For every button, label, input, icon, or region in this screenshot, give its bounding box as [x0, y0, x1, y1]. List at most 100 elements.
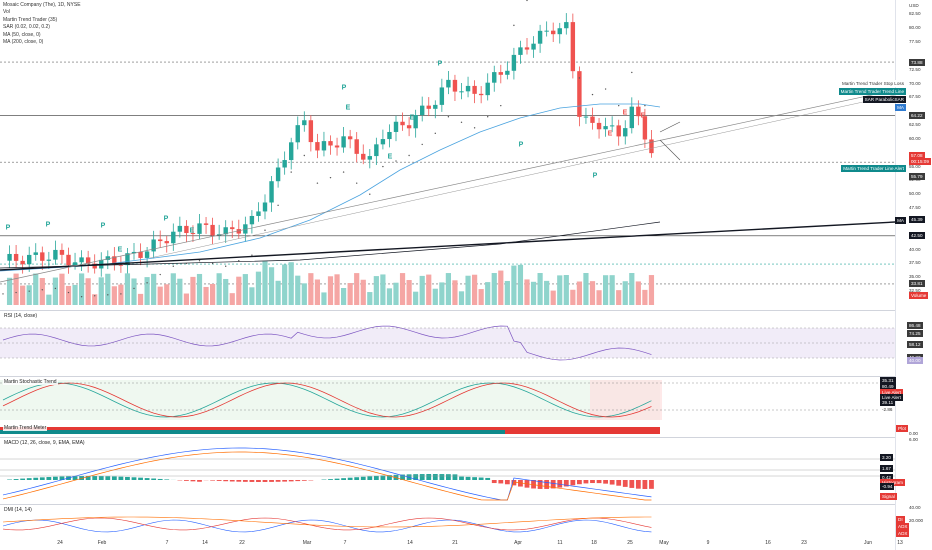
price-badge[interactable]: Volume — [909, 291, 929, 299]
volume-bar — [504, 280, 510, 305]
price-badge[interactable]: 55.79 — [909, 173, 925, 181]
macd-histogram-bar — [413, 474, 419, 480]
stoch-badge[interactable]: Live Alert — [880, 393, 903, 401]
legend-martin-trend-trader[interactable]: Martin Trend Trader (35) — [3, 16, 58, 23]
stochastic-pane-label[interactable]: Martin Stochastic Trend — [3, 379, 58, 385]
time-axis-label: Feb — [97, 540, 107, 546]
price-badge[interactable]: 57.08 — [909, 151, 925, 159]
dmi-pane-label[interactable]: DMI (14, 14) — [3, 507, 33, 513]
macd-histogram-bar — [446, 474, 451, 480]
macd-histogram-bar — [301, 480, 307, 481]
overlay-tag[interactable]: Martin Trend Trader Line Alert — [841, 165, 906, 173]
rsi-badge[interactable]: 58.12 — [907, 341, 923, 349]
price-badge[interactable]: 45.39 — [909, 216, 925, 224]
rsi-pane-label[interactable]: RSI (14, close) — [3, 313, 39, 319]
volume-bar — [563, 275, 569, 305]
volume-bar — [583, 273, 589, 305]
price-badge[interactable]: 00:15:09 — [909, 158, 931, 166]
candle-body — [131, 251, 137, 254]
price-badge[interactable]: 64.22 — [909, 112, 925, 120]
sar-dot — [211, 262, 214, 265]
stoch-badge[interactable]: 39.11 — [880, 399, 896, 407]
trend-meter-pane-label[interactable]: Martin Trend Meter — [3, 425, 48, 431]
macd-histogram-bar — [419, 474, 425, 480]
candle-body — [210, 224, 215, 236]
macd-histogram-bar — [131, 477, 137, 480]
volume-bar — [301, 283, 307, 305]
stoch-badge[interactable]: -2.86 — [880, 405, 895, 413]
macd-histogram-bar — [249, 480, 255, 482]
macd-badge[interactable]: 1.67 — [880, 464, 893, 472]
stoch-badge[interactable]: 35.31 — [880, 377, 896, 385]
sar-dot — [421, 143, 423, 146]
macd-histogram-bar — [629, 480, 635, 488]
candle-body — [636, 106, 641, 117]
sar-dot — [120, 293, 122, 295]
volume-bar — [314, 279, 320, 305]
volume-bar — [478, 289, 484, 305]
macd-histogram-bar — [33, 477, 39, 480]
volume-bar — [242, 274, 248, 305]
pane-separator — [0, 504, 895, 505]
dmi-badge[interactable]: ADX — [896, 529, 910, 537]
candle-body — [112, 256, 117, 265]
macd-histogram-bar — [609, 480, 615, 485]
price-tick: 32.50 — [909, 288, 921, 293]
legend-ma200[interactable]: MA (200, close, 0) — [3, 39, 44, 46]
volume-bar — [432, 288, 438, 305]
macd-pane-label[interactable]: MACD (12, 26, close, 9, EMA, EMA) — [3, 440, 86, 446]
volume-bar — [236, 276, 242, 305]
macd-histogram-bar — [229, 480, 235, 482]
trend-meter-bar — [0, 430, 660, 434]
signal-marker: P — [45, 221, 51, 229]
stoch-badge[interactable]: 80.49 — [880, 383, 896, 391]
candle-body — [590, 116, 595, 123]
overlay-tag[interactable]: Martin Trend Trader Trend Line — [838, 87, 906, 95]
candle-body — [623, 128, 628, 137]
rsi-badge[interactable]: 40.00 — [907, 356, 923, 364]
candle-body — [315, 142, 320, 151]
overlay-tag[interactable]: SAR ParabolicSAR — [862, 95, 906, 103]
macd-badge[interactable]: Signal — [880, 493, 897, 501]
macd-badge[interactable]: 0.42 — [880, 473, 893, 481]
overlay-tag[interactable]: MA — [895, 104, 906, 112]
candle-body — [413, 115, 418, 129]
rsi-badge[interactable]: 74.25 — [907, 330, 923, 338]
sar-dot — [591, 93, 594, 96]
legend-ma50[interactable]: MA (50, close, 0) — [3, 31, 41, 38]
macd-badge[interactable]: Histogram — [880, 479, 905, 487]
macd-histogram-bar — [111, 476, 117, 480]
price-badge[interactable]: 33.81 — [909, 280, 925, 288]
dmi-badge[interactable]: ADX — [896, 522, 910, 530]
macd-histogram-bar — [157, 478, 163, 480]
volume-bar — [419, 275, 425, 305]
meter-badge[interactable]: Plot — [896, 424, 908, 432]
dmi-badge[interactable]: DI — [896, 515, 905, 523]
overlay-tag[interactable]: MA — [895, 216, 906, 224]
legend-vol[interactable]: Vol — [3, 9, 10, 16]
macd-histogram-bar — [13, 479, 19, 480]
legend-sar[interactable]: SAR (0.02, 0.02, 0.2) — [3, 24, 50, 31]
macd-histogram-bar — [518, 480, 523, 487]
sar-dot — [303, 154, 305, 157]
rsi-badge[interactable]: 86.48 — [907, 322, 923, 330]
time-axis-label: 21 — [452, 540, 458, 546]
candle-body — [158, 239, 163, 242]
candle-body — [347, 136, 353, 140]
volume-bar — [33, 273, 39, 305]
macd-badge[interactable]: -0.94 — [880, 483, 895, 491]
volume-bar — [65, 285, 72, 305]
price-badge[interactable]: 73.88 — [909, 58, 925, 66]
legend-symbol[interactable]: Mosaic Company (The), 1D, NYSE — [3, 2, 81, 8]
stoch-badge[interactable]: Live Alert — [880, 388, 903, 396]
price-badge[interactable]: 42.50 — [909, 232, 925, 240]
candle-body — [164, 241, 169, 244]
macd-histogram-bar — [269, 480, 274, 482]
overlay-tag[interactable]: Martin Trend Trader Stop Loss — [839, 80, 906, 88]
volume-bar — [288, 262, 294, 305]
sar-dot — [264, 229, 266, 231]
candle-body — [72, 262, 78, 266]
macd-badge[interactable]: 3.20 — [880, 454, 893, 462]
